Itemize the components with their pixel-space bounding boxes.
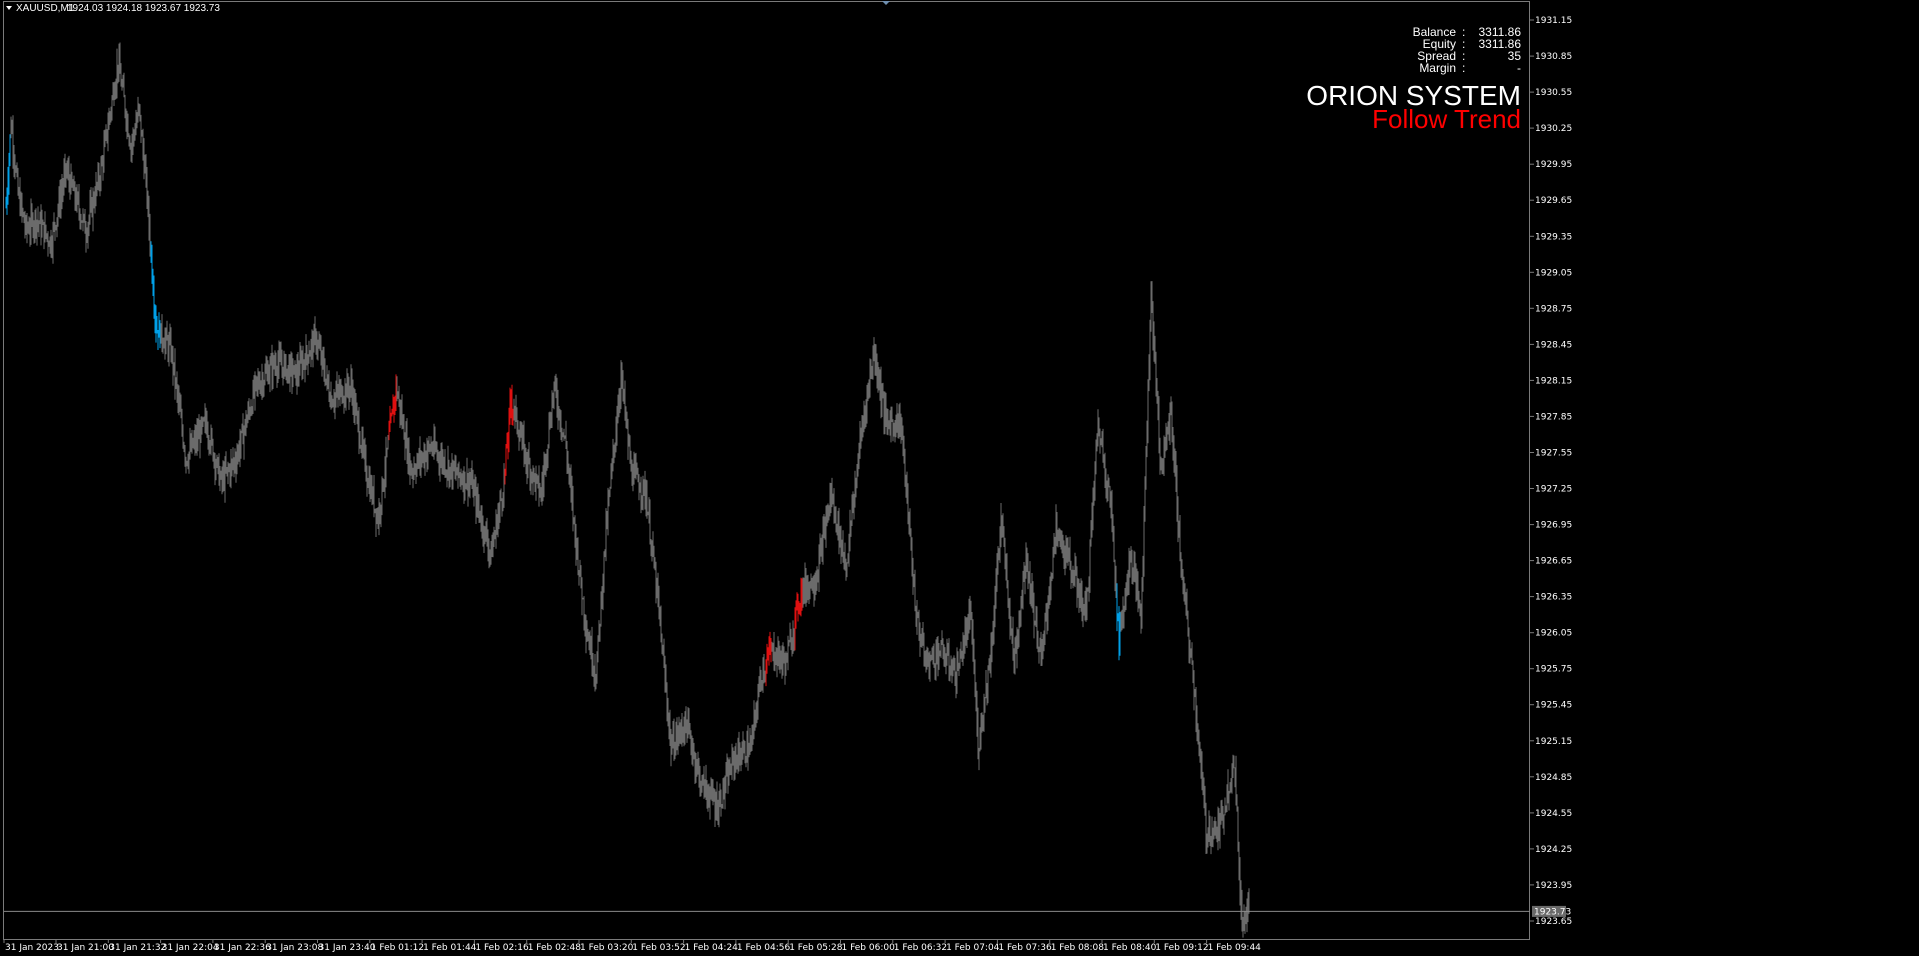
x-tick-label: 31 Jan 23:40 [319, 943, 376, 953]
current-price-label: 1923.73 [1534, 907, 1571, 917]
spread-label: Spread [1417, 49, 1456, 63]
x-tick-label: 31 Jan 21:00 [57, 943, 114, 953]
price-axis[interactable]: 1931.15 1930.85 1930.55 1930.25 1929.95 1929.… [1530, 16, 1572, 927]
symbol-label: XAUUSD,M1 [16, 3, 75, 14]
x-tick-label: 1 Feb 06:00 [842, 943, 896, 953]
spread-sep: : [1462, 49, 1465, 63]
triangle-down-icon[interactable] [6, 6, 12, 10]
equity-value: 3311.86 [1479, 37, 1522, 51]
x-tick-label: 1 Feb 06:32 [894, 943, 947, 953]
y-tick-label: 1926.65 [1535, 557, 1572, 567]
banner-title: ORION SYSTEM [1306, 80, 1521, 111]
x-tick-label: 1 Feb 09:12 [1155, 943, 1208, 953]
x-tick-label: 1 Feb 01:44 [423, 943, 477, 953]
x-tick-label: 31 Jan 22:04 [162, 943, 219, 953]
x-tick-label: 1 Feb 08:40 [1103, 943, 1157, 953]
y-tick-label: 1928.45 [1535, 340, 1572, 350]
x-tick-label: 1 Feb 02:16 [475, 943, 529, 953]
balance-value: 3311.86 [1479, 25, 1522, 39]
y-tick-label: 1929.05 [1535, 268, 1572, 278]
x-tick-label: 1 Feb 05:28 [789, 943, 843, 953]
x-tick-label: 31 Jan 23:08 [266, 943, 323, 953]
y-tick-label: 1924.25 [1535, 845, 1572, 855]
y-tick-label: 1926.95 [1535, 521, 1572, 531]
y-tick-label: 1927.55 [1535, 449, 1572, 459]
banner-subtitle: Follow Trend [1372, 104, 1521, 134]
y-tick-label: 1929.65 [1535, 196, 1572, 206]
y-tick-label: 1924.55 [1535, 809, 1572, 819]
balance-label: Balance [1413, 25, 1457, 39]
y-tick-label: 1929.35 [1535, 232, 1572, 242]
y-tick-label: 1925.75 [1535, 665, 1572, 675]
x-tick-label: 31 Jan 21:32 [109, 943, 166, 953]
margin-label: Margin [1419, 61, 1456, 75]
y-tick-label: 1931.15 [1535, 16, 1572, 26]
margin-value: - [1517, 61, 1521, 75]
y-tick-label: 1928.75 [1535, 304, 1572, 314]
plot-border [3, 1, 1530, 940]
y-tick-label: 1929.95 [1535, 160, 1572, 170]
x-tick-label: 31 Jan 22:36 [214, 943, 271, 953]
ohlc-label: 1924.03 1924.18 1923.67 1923.73 [67, 3, 220, 14]
x-tick-label: 1 Feb 03:20 [580, 943, 634, 953]
chart-shift-marker-icon[interactable] [882, 1, 890, 5]
y-tick-label: 1924.85 [1535, 773, 1572, 783]
x-tick-label: 1 Feb 04:24 [685, 943, 739, 953]
x-tick-label: 1 Feb 08:08 [1051, 943, 1105, 953]
equity-sep: : [1462, 37, 1465, 51]
x-tick-label: 1 Feb 01:12 [371, 943, 424, 953]
y-tick-label: 1923.65 [1535, 917, 1572, 927]
current-price-tag [1532, 905, 1566, 917]
symbol-header[interactable]: XAUUSD,M1 1924.03 1924.18 1923.67 1923.7… [6, 3, 220, 14]
x-tick-label: 1 Feb 04:56 [737, 943, 791, 953]
y-tick-label: 1925.15 [1535, 737, 1572, 747]
equity-label: Equity [1423, 37, 1456, 51]
y-tick-label: 1928.15 [1535, 376, 1572, 386]
signal-bars [5, 134, 1121, 687]
x-tick-label: 1 Feb 02:48 [528, 943, 582, 953]
y-tick-label: 1926.35 [1535, 593, 1572, 603]
account-panel: Balance : 3311.86 Equity : 3311.86 Sprea… [1413, 25, 1522, 75]
x-tick-label: 1 Feb 07:04 [946, 943, 1000, 953]
y-tick-label: 1926.05 [1535, 629, 1572, 639]
y-tick-label: 1923.95 [1535, 881, 1572, 891]
y-tick-label: 1925.45 [1535, 701, 1572, 711]
balance-sep: : [1462, 25, 1465, 39]
y-tick-label: 1927.85 [1535, 412, 1572, 422]
price-bars [10, 42, 1250, 938]
x-tick-label: 31 Jan 2023 [5, 943, 59, 953]
y-tick-label: 1930.55 [1535, 88, 1572, 98]
x-tick-label: 1 Feb 03:52 [632, 943, 685, 953]
y-tick-label: 1930.85 [1535, 52, 1572, 62]
banner: ORION SYSTEM Follow Trend [1306, 80, 1521, 134]
spread-value: 35 [1508, 49, 1522, 63]
margin-sep: : [1462, 61, 1465, 75]
y-tick-label: 1930.25 [1535, 124, 1572, 134]
x-tick-label: 1 Feb 09:44 [1208, 943, 1262, 953]
x-tick-label: 1 Feb 07:36 [998, 943, 1052, 953]
y-tick-label: 1927.25 [1535, 485, 1572, 495]
